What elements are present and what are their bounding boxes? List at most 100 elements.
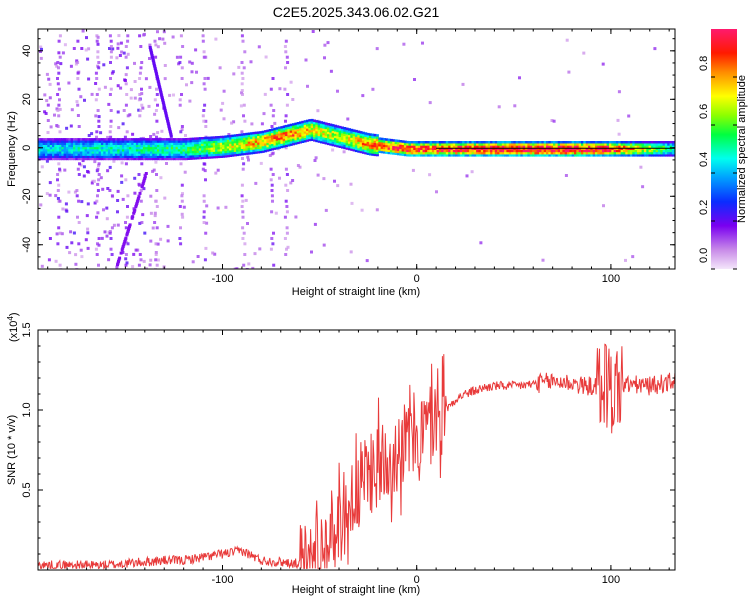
speckle-cell [39,45,43,49]
ridge-cell [52,140,55,143]
ridge-cell [408,141,412,144]
ridge-cell [133,138,137,141]
streak-cell [285,103,289,107]
speckle-cell [222,117,226,121]
ridge-cell [336,129,340,133]
ridge-cell [110,146,114,150]
ridge-cell [599,145,603,148]
ridge-cell [161,151,165,154]
ridge-cell [124,155,128,158]
speckle-cell [149,211,153,215]
ridge-cell [301,127,305,130]
ridge-cell [604,149,608,153]
streak-cell [108,34,112,38]
ridge-cell [40,151,44,154]
ridge-cell [301,129,305,133]
ridge-cell [364,136,368,140]
streak-cell [120,248,124,252]
ridge-cell [313,132,316,136]
streak-cell [159,92,163,96]
ridge-cell [329,136,333,140]
ridge-cell [42,140,46,143]
streak-cell [140,87,143,91]
speckle-cell [87,77,91,81]
ridge-cell [534,149,538,153]
ridge-cell [667,145,671,148]
ridge-cell [266,144,270,148]
streak-cell [151,58,155,62]
ridge-cell [306,124,309,127]
ridge-cell [96,155,100,158]
ridge-cell [567,154,570,157]
ridge-cell [45,142,48,145]
ridge-cell [320,125,323,129]
ridge-cell [98,142,102,145]
ridge-cell [70,155,74,158]
speckle-cell [214,37,218,41]
ridge-cell [380,142,384,145]
ridge-cell [250,132,254,135]
ridge-cell [613,151,617,155]
ridge-cell [380,146,384,149]
ridge-cell [669,151,673,155]
ridge-cell [147,146,151,150]
ridge-cell [79,138,83,141]
ridge-cell [506,143,510,146]
ridge-cell [536,151,540,155]
ridge-cell [550,145,554,148]
ridge-cell [629,145,633,148]
ridge-cell [254,136,258,139]
ridge-cell [669,154,673,157]
speckle-cell [286,245,290,249]
ridge-cell [378,139,382,143]
streak-cell [139,66,143,70]
speckle-cell [132,252,136,256]
speckle-cell [140,92,144,96]
ridge-cell [268,133,272,136]
ridge-cell [606,141,610,144]
ridge-cell [66,142,69,145]
speckle-cell [143,231,147,235]
ridge-cell [627,143,631,146]
y-tick-label: 0.5 [21,482,33,497]
ridge-cell [38,144,41,148]
ridge-cell [231,152,235,155]
ridge-cell [492,151,496,155]
streak-cell [243,242,247,246]
ridge-cell [84,157,88,161]
streak-cell [169,131,173,135]
streak-cell [58,199,62,203]
streak-cell [180,93,183,96]
ridge-cell [450,143,454,146]
ridge-cell [73,146,76,150]
speckle-cell [90,92,94,96]
ridge-cell [268,148,272,152]
ridge-cell [308,134,312,137]
streak-cell [163,107,167,111]
ridge-cell [569,154,573,157]
ridge-cell [650,143,654,146]
ridge-cell [364,145,368,148]
speckle-cell [336,184,340,188]
ridge-cell [368,139,372,143]
streak-cell [125,215,129,219]
ridge-cell [313,139,316,142]
ridge-cell [93,153,97,156]
ridge-cell [156,146,160,150]
ridge-cell [574,151,577,155]
ridge-cell [643,151,647,155]
ridge-cell [671,149,675,153]
speckle-cell [336,89,339,93]
ridge-cell [187,140,191,143]
ridge-cell [557,151,561,155]
speckle-cell [47,77,51,81]
ridge-cell [501,143,505,146]
streak-cell [138,253,142,256]
ridge-cell [226,135,230,138]
streak-cell [56,178,59,182]
ridge-cell [285,124,288,128]
ridge-cell [61,138,65,141]
streak-cell [153,39,157,43]
ridge-cell [77,144,81,148]
ridge-cell [161,146,165,150]
